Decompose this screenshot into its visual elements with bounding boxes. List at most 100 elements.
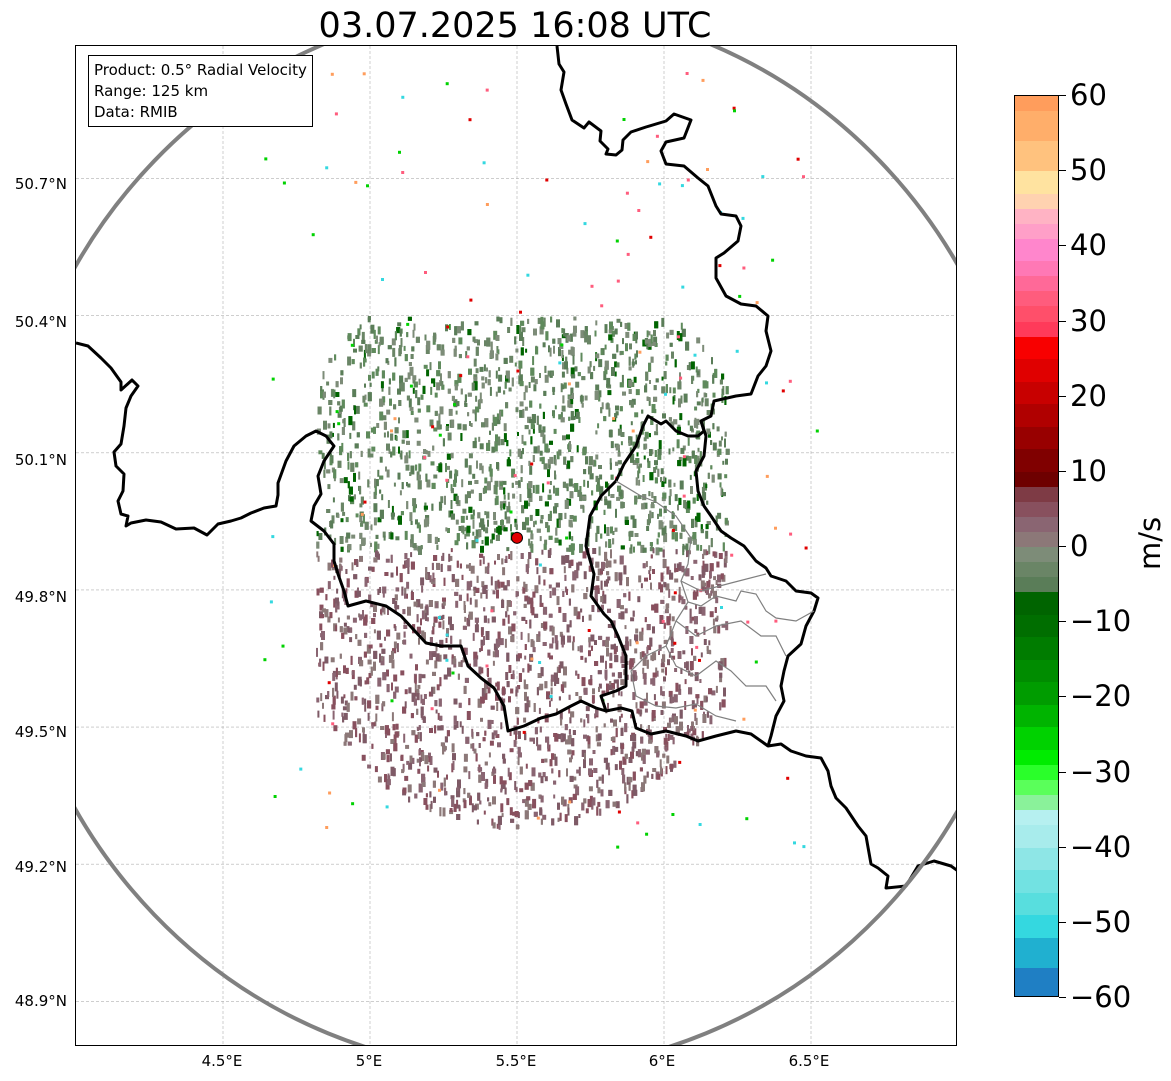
echo-pixel xyxy=(614,746,619,752)
echo-pixel xyxy=(580,330,585,339)
radar-map[interactable] xyxy=(75,45,957,1046)
echo-pixel xyxy=(334,597,339,606)
echo-pixel xyxy=(502,480,507,485)
echo-pixel xyxy=(632,518,637,528)
echo-pixel xyxy=(424,334,427,341)
echo-pixel xyxy=(320,614,324,619)
echo-pixel xyxy=(400,338,403,348)
echo-pixel xyxy=(594,390,599,400)
echo-pixel xyxy=(485,527,489,534)
echo-pixel xyxy=(522,586,526,594)
echo-pixel xyxy=(571,393,574,399)
echo-pixel xyxy=(595,726,598,733)
colorbar-tick xyxy=(1059,621,1066,623)
echo-pixel xyxy=(524,655,527,660)
echo-pixel xyxy=(630,401,634,408)
echo-pixel xyxy=(329,406,332,416)
echo-pixel xyxy=(497,742,501,748)
echo-pixel xyxy=(527,489,532,498)
echo-pixel xyxy=(355,513,359,518)
echo-pixel xyxy=(496,638,501,647)
echo-pixel xyxy=(359,324,362,330)
echo-pixel xyxy=(335,381,339,388)
echo-pixel xyxy=(524,782,529,790)
echo-pixel xyxy=(468,480,472,485)
echo-pixel xyxy=(391,338,396,346)
echo-pixel xyxy=(711,584,714,594)
echo-pixel xyxy=(444,787,447,796)
echo-pixel xyxy=(477,767,482,771)
echo-pixel xyxy=(437,712,440,720)
echo-pixel xyxy=(420,706,424,716)
echo-pixel xyxy=(336,671,341,675)
echo-pixel xyxy=(519,450,523,459)
echo-pixel xyxy=(362,734,367,744)
echo-pixel xyxy=(648,570,651,575)
colorbar-tick-label: 40 xyxy=(1070,228,1107,263)
echo-pixel xyxy=(548,584,552,589)
echo-pixel xyxy=(480,696,485,704)
echo-pixel xyxy=(569,441,571,450)
echo-pixel xyxy=(537,317,541,324)
echo-pixel xyxy=(475,368,479,374)
echo-pixel xyxy=(489,468,493,477)
echo-pixel xyxy=(531,804,536,809)
colorbar-band xyxy=(1015,321,1058,338)
echo-pixel xyxy=(430,386,433,395)
echo-pixel xyxy=(689,425,693,431)
echo-pixel xyxy=(398,515,402,525)
echo-pixel xyxy=(598,394,601,402)
colorbar-tick xyxy=(1059,997,1066,998)
echo-pixel xyxy=(333,469,337,479)
echo-pixel xyxy=(362,395,366,403)
colorbar-tick-label: 0 xyxy=(1070,529,1089,563)
echo-pixel xyxy=(425,793,428,798)
echo-pixel xyxy=(343,665,346,674)
echo-pixel xyxy=(517,812,520,819)
echo-pixel xyxy=(456,533,460,542)
echo-pixel xyxy=(668,448,671,455)
echo-pixel xyxy=(445,463,447,473)
lat-label: 48.9°N xyxy=(14,992,67,1010)
echo-pixel xyxy=(589,795,593,802)
echo-pixel xyxy=(664,741,669,751)
echo-pixel xyxy=(402,787,407,794)
echo-pixel xyxy=(515,348,519,353)
echo-pixel xyxy=(417,397,421,406)
echo-pixel xyxy=(415,519,418,525)
echo-pixel xyxy=(613,719,617,727)
echo-pixel xyxy=(360,512,364,516)
echo-pixel xyxy=(539,726,542,733)
echo-pixel xyxy=(679,532,683,539)
echo-pixel xyxy=(494,580,497,590)
echo-pixel xyxy=(406,440,410,445)
echo-pixel xyxy=(478,743,481,748)
echo-pixel xyxy=(600,596,604,603)
echo-pixel xyxy=(608,685,613,691)
echo-pixel xyxy=(585,808,589,814)
echo-pixel xyxy=(420,394,424,400)
echo-pixel xyxy=(325,594,328,601)
echo-pixel xyxy=(613,647,617,655)
echo-pixel xyxy=(515,787,518,793)
echo-pixel xyxy=(530,436,533,445)
echo-pixel xyxy=(648,397,651,406)
echo-pixel xyxy=(364,344,367,354)
echo-pixel xyxy=(646,646,649,654)
echo-pixel xyxy=(411,346,415,352)
echo-pixel xyxy=(564,361,568,370)
echo-pixel xyxy=(335,625,338,632)
echo-pixel xyxy=(595,561,600,568)
echo-pixel xyxy=(609,663,613,669)
echo-pixel xyxy=(348,486,353,495)
echo-pixel xyxy=(468,118,472,122)
echo-pixel xyxy=(802,175,805,179)
echo-pixel xyxy=(616,344,619,353)
echo-pixel xyxy=(657,454,662,460)
echo-pixel xyxy=(553,485,555,494)
echo-pixel xyxy=(375,479,379,487)
echo-pixel xyxy=(417,684,421,689)
echo-pixel xyxy=(526,502,531,507)
echo-pixel xyxy=(615,239,619,243)
echo-pixel xyxy=(403,733,406,743)
